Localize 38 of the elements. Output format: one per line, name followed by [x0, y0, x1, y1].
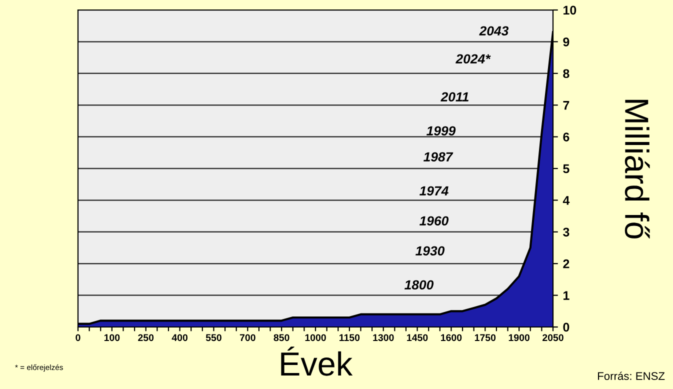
y-tick-label: 5 [563, 164, 570, 174]
x-tick-label: 1600 [441, 334, 462, 342]
annotation: 2043 [479, 26, 509, 36]
y-tick-label: 10 [564, 6, 576, 15]
y-tick-label: 1 [564, 291, 570, 300]
y-tick-label: 4 [562, 196, 570, 205]
x-tick-label: 1900 [508, 334, 530, 342]
x-tick-label: 0 [76, 334, 80, 342]
annotation: 2011 [440, 92, 468, 102]
y-tick-label: 8 [563, 69, 570, 78]
x-tick-label: 400 [172, 334, 188, 342]
x-tick-label: 1150 [339, 334, 360, 342]
y-tick-label: 6 [563, 132, 570, 142]
x-tick-label: 1750 [474, 334, 496, 342]
y-tick-label: 0 [563, 322, 570, 332]
annotation: 1800 [404, 280, 434, 290]
x-tick-label: 700 [240, 334, 256, 342]
text: Forrás: ENSZ [598, 372, 665, 380]
x-tick-label: 850 [274, 334, 290, 342]
annotation: 2024* [456, 54, 491, 64]
y-axis-title: Milliárd fő [624, 100, 650, 239]
y-tick-label: 2 [563, 259, 570, 268]
x-tick-label: 2050 [542, 334, 564, 342]
x-tick-label: 1300 [373, 334, 394, 342]
annotation: 1999 [426, 126, 456, 136]
x-tick-label: 1450 [407, 334, 428, 342]
y-tick-label: 7 [563, 101, 570, 110]
x-tick-label: 250 [138, 334, 154, 342]
x-axis-title: Évek [281, 346, 353, 376]
x-tick-label: 100 [104, 334, 120, 342]
y-tick-label: 9 [563, 38, 570, 46]
annotation: 1960 [420, 216, 449, 226]
annotation: 1974 [420, 186, 448, 196]
x-tick-label: 550 [206, 334, 222, 342]
y-tick-label: 3 [563, 228, 570, 237]
annotation: 1987 [424, 152, 454, 162]
annotation: 1930 [416, 246, 445, 256]
x-tick-label: 1000 [305, 334, 326, 342]
